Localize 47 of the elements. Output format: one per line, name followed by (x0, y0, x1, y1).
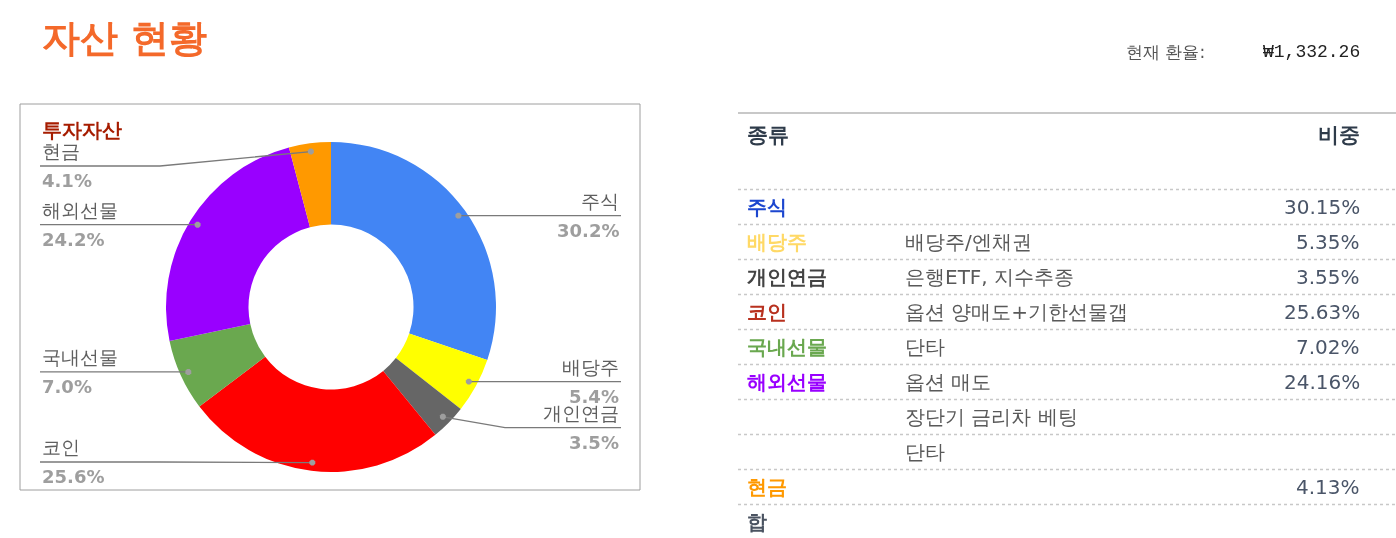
data-label: 24.2% (42, 229, 105, 250)
data-label: 25.63% (1284, 300, 1361, 324)
category-label: 배당주 (747, 230, 807, 254)
data-label: 24.16% (1284, 370, 1361, 394)
slice-label: 국내선물 (42, 346, 118, 368)
category-label: 옵션 매도 (905, 370, 992, 394)
text: 현재 환율: (1126, 42, 1206, 62)
category-label: 주식 (747, 195, 787, 219)
category-label: 코인 (747, 300, 787, 324)
donut-slice (199, 356, 436, 472)
text: 비중 (1318, 123, 1360, 147)
data-label: 7.0% (42, 376, 92, 397)
data-label: 3.5% (569, 432, 619, 453)
data-label: 30.15% (1284, 195, 1361, 219)
chart-title: 투자자산 (42, 118, 122, 142)
text: 자산 현황 (42, 16, 208, 60)
slice-label: 코인 (42, 436, 80, 458)
category-label: 국내선물 (747, 335, 827, 359)
data-label: 7.02% (1296, 335, 1360, 359)
donut-slice (383, 357, 461, 435)
donut-slice (331, 142, 496, 360)
category-label: 단타 (905, 335, 945, 359)
data-label: 4.1% (42, 170, 92, 191)
slice-label: 배당주 (562, 356, 619, 378)
donut-slice (395, 333, 488, 409)
category-label: 개인연금 (747, 265, 827, 289)
data-label: 25.6% (42, 466, 105, 487)
slice-label: 해외선물 (42, 199, 118, 221)
category-label: 단타 (905, 440, 945, 464)
data-label: 30.2% (557, 220, 620, 241)
category-label: 배당주/엔채권 (905, 230, 1032, 254)
donut-slice (169, 323, 266, 407)
data-label: 4.13% (1296, 475, 1360, 499)
category-label: 장단기 금리차 베팅 (905, 405, 1078, 429)
donut-slice (288, 142, 331, 228)
category-label: 해외선물 (747, 370, 827, 394)
category-label: 은행ETF, 지수추종 (905, 265, 1075, 289)
slice-label: 현금 (42, 140, 80, 162)
text: 종류 (747, 123, 789, 147)
donut-slice (166, 147, 310, 341)
category-label: 합 (747, 510, 767, 534)
category-label: 현금 (747, 475, 787, 499)
data-label: 3.55% (1296, 265, 1360, 289)
data-label: 5.35% (1296, 230, 1360, 254)
text: ₩1,332.26 (1263, 42, 1361, 62)
category-label: 옵션 양매도+기한선물갭 (905, 300, 1129, 324)
slice-label: 주식 (581, 190, 619, 212)
